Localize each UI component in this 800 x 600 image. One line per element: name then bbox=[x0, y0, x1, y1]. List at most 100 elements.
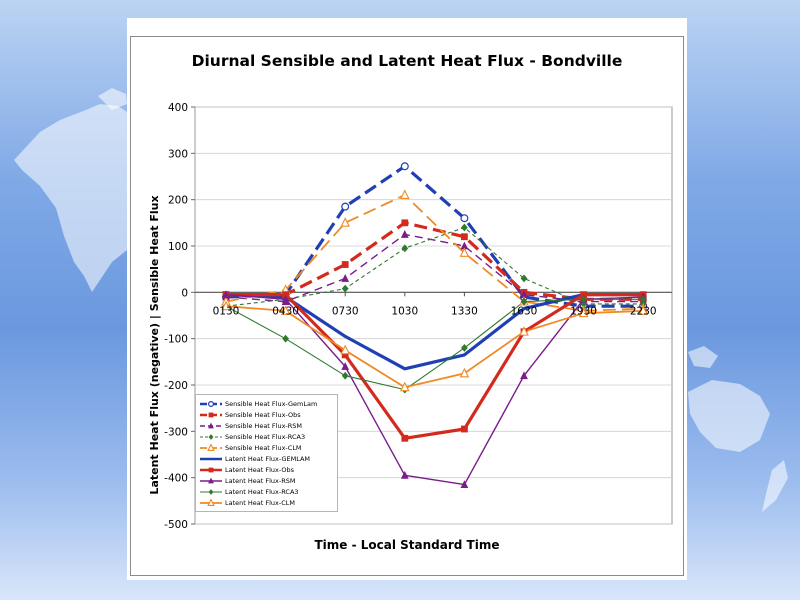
data-point bbox=[459, 367, 470, 378]
data-point bbox=[208, 433, 214, 440]
legend-swatch bbox=[200, 443, 222, 451]
legend-label: Latent Heat Flux-RSM bbox=[225, 477, 296, 486]
legend-swatch bbox=[200, 422, 222, 429]
data-point bbox=[400, 381, 410, 392]
y-tick-label: 100 bbox=[168, 241, 188, 253]
data-point bbox=[520, 274, 528, 283]
legend-item: Sensible Heat Flux-Obs bbox=[199, 409, 335, 420]
data-point bbox=[207, 443, 215, 451]
data-point bbox=[340, 344, 350, 355]
data-point bbox=[400, 189, 410, 199]
data-point bbox=[341, 371, 349, 380]
y-tick-label: 400 bbox=[168, 102, 188, 114]
y-tick-label: -300 bbox=[164, 426, 188, 438]
series-line bbox=[225, 194, 644, 312]
legend-item: Sensible Heat Flux-RCA3 bbox=[199, 431, 335, 442]
x-tick-label: 2230 bbox=[630, 305, 657, 317]
data-point bbox=[461, 344, 468, 352]
legend-swatch bbox=[200, 467, 222, 473]
data-point bbox=[580, 291, 587, 299]
data-point bbox=[459, 247, 470, 257]
data-point bbox=[401, 219, 409, 227]
x-tick-label: 0430 bbox=[272, 305, 299, 317]
data-point bbox=[400, 162, 409, 171]
x-axis-title: Time - Local Standard Time bbox=[314, 538, 500, 552]
data-point bbox=[282, 334, 289, 343]
data-point bbox=[281, 294, 290, 303]
data-point bbox=[207, 498, 215, 507]
legend-swatch bbox=[200, 433, 222, 440]
data-point bbox=[208, 412, 214, 418]
data-point bbox=[400, 470, 409, 479]
series-line bbox=[225, 293, 644, 486]
data-point bbox=[401, 434, 409, 442]
legend-item: Latent Heat Flux-RSM bbox=[199, 476, 335, 487]
series-line bbox=[225, 298, 644, 391]
legend-label: Sensible Heat Flux-Obs bbox=[225, 410, 301, 419]
data-point bbox=[222, 290, 230, 299]
y-tick-label: 0 bbox=[181, 287, 188, 299]
data-point bbox=[460, 480, 469, 489]
data-point bbox=[341, 261, 349, 268]
data-point bbox=[578, 307, 589, 318]
data-point bbox=[341, 202, 350, 211]
data-point bbox=[461, 223, 468, 232]
data-point bbox=[580, 295, 587, 304]
line-chart: 400 300 200 100 0 -100 -200 -300 -400 -500 0130 043… bbox=[164, 102, 673, 531]
legend-item: Latent Heat Flux-GEMLAM bbox=[199, 453, 335, 464]
data-point bbox=[461, 425, 468, 433]
series-line bbox=[225, 305, 644, 389]
legend-item: Latent Heat Flux-Obs bbox=[199, 465, 335, 476]
data-point bbox=[208, 400, 215, 407]
data-point bbox=[639, 295, 647, 304]
legend-label: Latent Heat Flux-GEMLAM bbox=[225, 455, 311, 464]
data-point bbox=[208, 422, 214, 429]
legend-swatch bbox=[200, 457, 222, 461]
legend-swatch bbox=[200, 498, 222, 507]
x-tick-label: 1930 bbox=[570, 305, 597, 317]
data-point bbox=[401, 244, 409, 253]
data-point bbox=[341, 351, 349, 359]
x-tick-label: 1630 bbox=[511, 305, 538, 317]
data-point bbox=[519, 326, 529, 336]
data-point bbox=[400, 230, 409, 238]
data-point bbox=[341, 284, 349, 293]
legend-item: Sensible Heat Flux-GemLam bbox=[199, 398, 335, 409]
y-tick-label: -500 bbox=[164, 519, 188, 531]
data-point bbox=[208, 467, 214, 473]
legend-label: Latent Heat Flux-CLM bbox=[225, 499, 295, 508]
data-point bbox=[638, 305, 648, 315]
data-point bbox=[460, 214, 469, 223]
x-tick-label: 1030 bbox=[391, 305, 418, 317]
data-point bbox=[341, 274, 350, 282]
x-tick-label: 0130 bbox=[213, 305, 240, 317]
data-point bbox=[460, 241, 469, 250]
legend-swatch bbox=[200, 477, 222, 484]
data-point bbox=[208, 477, 214, 484]
legend-label: Latent Heat Flux-Obs bbox=[225, 466, 295, 475]
data-point bbox=[341, 362, 350, 370]
data-point bbox=[461, 233, 468, 241]
legend-label: Sensible Heat Flux-CLM bbox=[225, 443, 302, 452]
y-axis-title: Latent Heat Flux (negative) | Sensible H… bbox=[148, 195, 161, 495]
chart-title: Diurnal Sensible and Latent Heat Flux - … bbox=[191, 52, 623, 70]
legend-item: Sensible Heat Flux-CLM bbox=[199, 442, 335, 453]
data-point bbox=[208, 489, 214, 496]
data-point bbox=[280, 305, 291, 315]
series-line bbox=[226, 293, 644, 440]
x-tick-label: 0730 bbox=[332, 305, 359, 317]
y-tick-label: -200 bbox=[164, 380, 188, 392]
series-line bbox=[225, 164, 644, 308]
australia-shape bbox=[688, 380, 770, 452]
data-point bbox=[340, 217, 350, 227]
data-point bbox=[221, 300, 231, 311]
greenland-shape bbox=[98, 88, 127, 110]
data-point bbox=[282, 291, 289, 299]
data-point bbox=[520, 290, 528, 299]
legend-swatch bbox=[200, 400, 222, 407]
legend-item: Latent Heat Flux-CLM bbox=[199, 498, 335, 509]
chart-card: 400 300 200 100 0 -100 -200 -300 -400 -500 0130 043… bbox=[127, 18, 687, 580]
legend-item: Sensible Heat Flux-RSM bbox=[199, 420, 335, 431]
legend-label: Sensible Heat Flux-RCA3 bbox=[225, 432, 306, 441]
